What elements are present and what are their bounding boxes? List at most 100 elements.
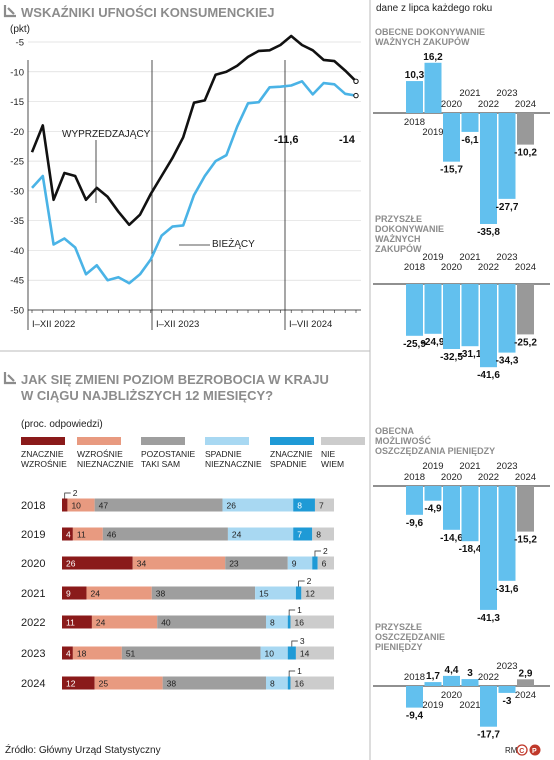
segment-value-label: 8 [270,679,275,689]
year-bar [480,284,497,368]
year-bar [406,486,423,515]
segment-value-label: 12 [66,679,76,689]
segment-value-label: 26 [66,559,76,569]
bar-segment [266,676,288,690]
segment-value-label: 8 [270,618,275,628]
bar-segment [290,615,334,629]
end-label-biezacy: -14 [339,134,356,146]
year-bar [517,284,534,335]
legend-label: WIEM [321,459,344,469]
year-label: 2023 [496,252,517,263]
year-bar [480,486,497,610]
year-bar [461,679,479,686]
year-bar [480,686,497,727]
row-year-label: 2022 [21,617,45,629]
segment-value-label: 9 [66,589,71,599]
segment-value-label: 14 [300,649,310,659]
year-label: 2024 [515,99,536,110]
bar-segment [287,556,313,570]
legend-label: NIEZNACZNIE [205,459,262,469]
svg-text:P: P [532,748,537,755]
bar-value-label: -10,2 [514,148,537,159]
panel-title: OBECNA [375,426,415,436]
line-chart: -50 -45 -40 -35 -30 -25 -20 -15 -10 -5 I–XII 2022 I… [10,34,361,330]
year-bar [461,486,479,542]
segment-value-label: 38 [156,589,166,599]
x-period-label: I–VII 2024 [289,319,332,330]
bar-value-label: -9,6 [406,518,424,529]
segment-value-label: 24 [96,618,106,628]
year-label: 2019 [422,700,443,711]
bar-segment [121,646,261,660]
legend-label: SPADNIE [270,459,307,469]
y-tick-label: -50 [10,306,24,317]
label-wyprzedzajacy: WYPRZEDZAJĄCY [62,129,151,140]
panel-title: MOŻLIWOŚĆ [375,435,431,446]
bar-segment [86,586,152,600]
bar-segment [62,527,73,541]
year-label: 2021 [459,252,480,263]
y-tick-label: -25 [10,157,24,168]
segment-value-label: 24 [90,589,100,599]
bar-segment [62,646,73,660]
bar-segment [72,646,122,660]
bar-value-label: -31,1 [459,349,482,360]
year-label: 2021 [459,88,480,99]
bar-value-label: -25,9 [403,339,426,350]
bar-segment [62,498,68,512]
year-bar [498,284,516,353]
year-bar [424,284,442,334]
panel-title: WAŻNYCH [375,234,421,244]
bar-segment [157,615,266,629]
segment-value-label: 7 [297,530,302,540]
bar-segment [255,586,296,600]
y-tick-label: -5 [16,38,24,49]
year-bar [443,675,460,686]
label-biezacy: BIEŻĄCY [212,237,255,250]
segment-value-label: 1 [297,666,302,676]
row-year-label: 2020 [21,558,45,570]
panel-title: OBECNE DOKONYWANIE [375,27,485,37]
year-label: 2024 [515,690,536,701]
bar-segment [293,527,313,541]
right-note: dane z lipca każdego roku [376,3,492,14]
series-line-wyprzedzajacy [30,34,357,227]
series-line-biezacy [31,80,357,285]
bar-value-label: -18,4 [459,544,482,555]
y-tick-label: -15 [10,97,24,108]
year-bar [424,486,442,501]
bar-value-label: -24,9 [422,337,445,348]
bar-value-label: 2,9 [519,668,533,679]
segment-value-label: 9 [292,559,297,569]
segment-value-label: 12 [305,589,315,599]
label-leader [288,609,296,616]
segment-value-label: 11 [66,618,75,628]
x-period-label: I–XII 2023 [156,319,199,330]
segment-value-label: 24 [232,530,242,540]
year-bar [406,284,423,336]
bar-segment [295,586,302,600]
year-label: 2021 [459,700,480,711]
year-bar [424,682,442,686]
segment-value-label: 16 [294,679,304,689]
bar-chart-unit: (proc. odpowiedzi) [21,419,103,430]
year-bar [498,113,516,199]
year-label: 2022 [478,262,499,273]
y-tick-label: -10 [10,67,24,78]
line-chart-unit: (pkt) [10,24,30,35]
y-tick-label: -45 [10,276,24,287]
year-label: 2019 [422,127,443,138]
bar-value-label: -25,2 [514,337,537,348]
bar-segment [287,646,296,660]
segment-value-label: 7 [319,501,324,511]
bar-segment [67,498,95,512]
bar-value-label: -35,8 [477,227,500,238]
arrow-icon [3,5,16,18]
bar-segment [91,615,158,629]
label-leader [298,580,305,587]
legend-label: NIEZNACZNIE [77,459,134,469]
segment-value-label: 18 [77,649,87,659]
year-bar [498,686,516,693]
